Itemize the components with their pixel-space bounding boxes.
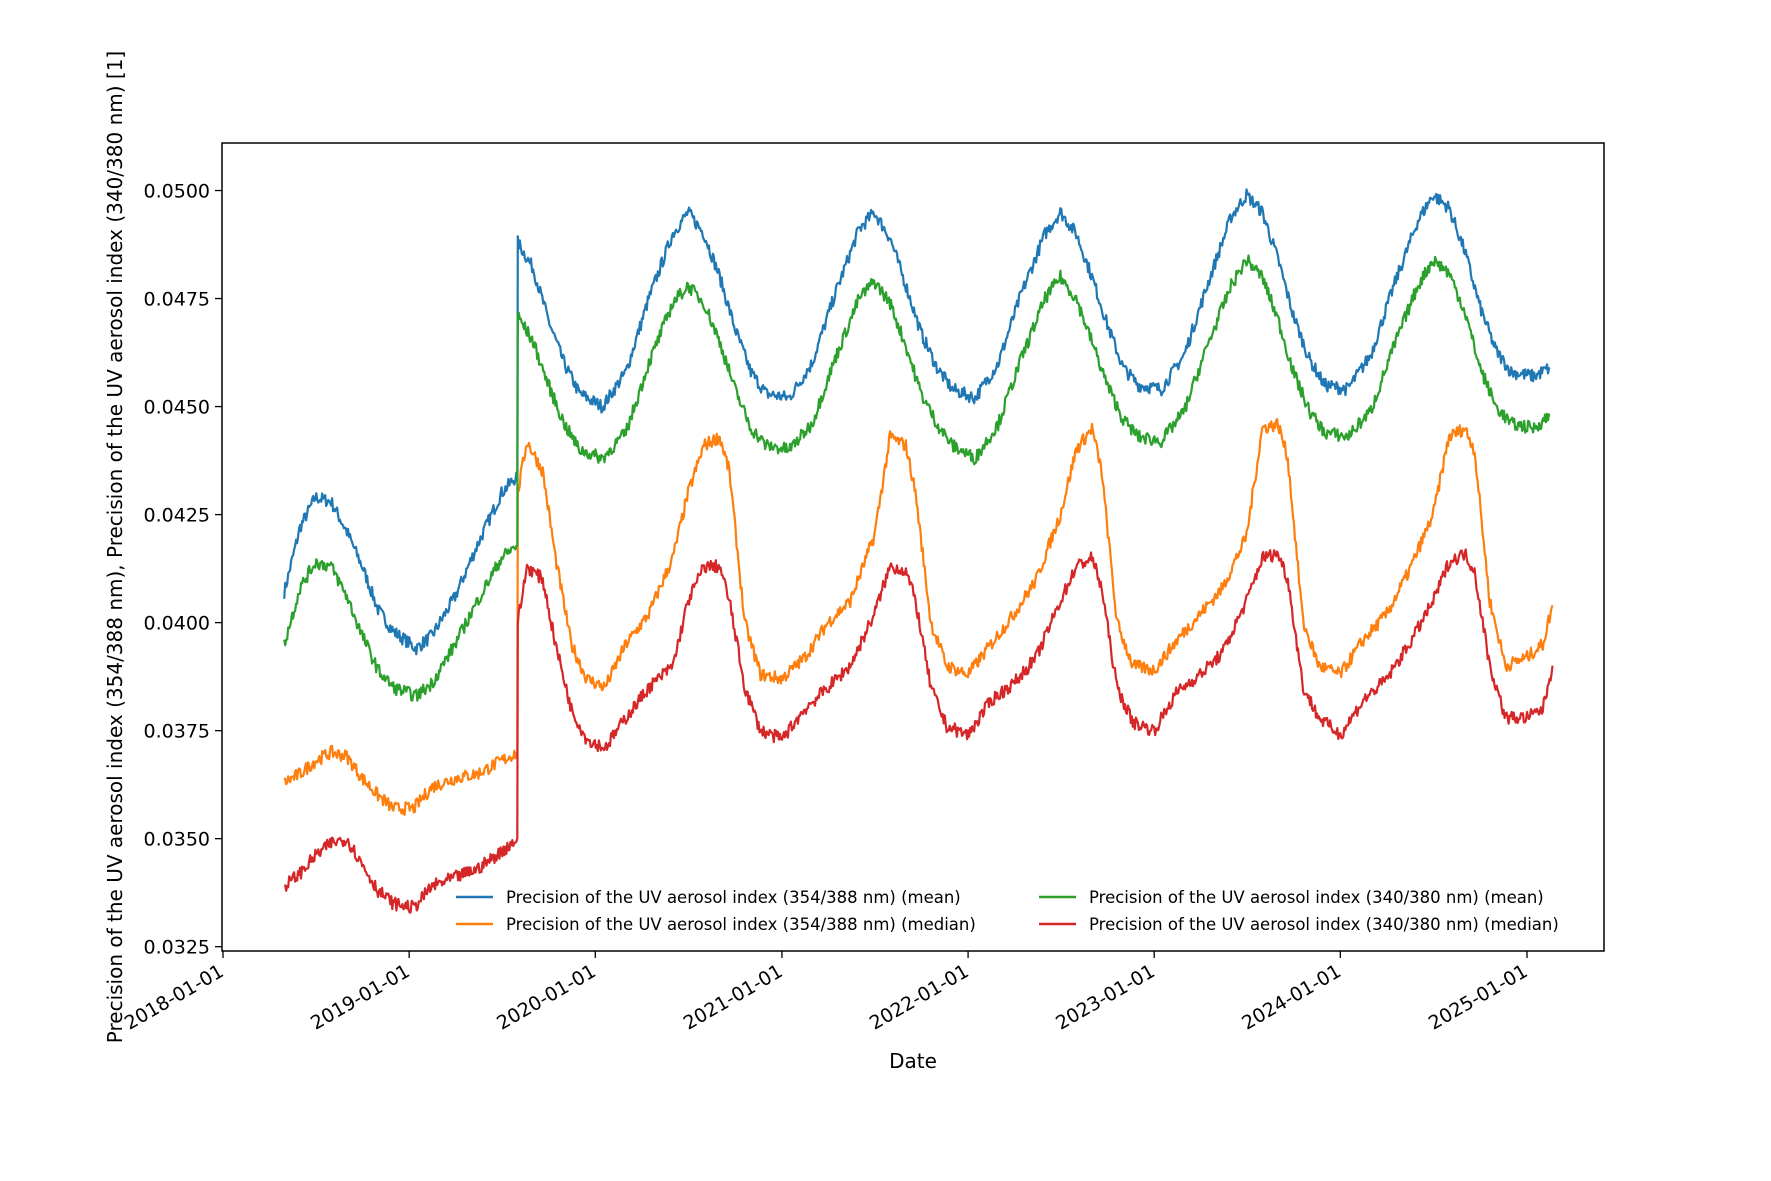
series-line-4 [284,548,1554,914]
x-tick-label: 2018-01-01 [121,960,228,1034]
y-tick-label: 0.0500 [144,181,210,203]
x-tick-label: 2025-01-01 [1425,960,1532,1034]
y-axis-label: Precision of the UV aerosol index (354/3… [103,51,127,1043]
x-axis: 2018-01-01 2019-01-01 2020-01-01 2021-01-01… [121,951,1532,1035]
legend-label: Precision of the UV aerosol index (340/3… [1089,888,1544,907]
y-tick-label: 0.0475 [144,289,210,311]
series-line-1 [283,188,1551,656]
x-tick-label: 2021-01-01 [680,960,787,1034]
x-tick-label: 2019-01-01 [307,960,414,1034]
y-tick-label: 0.0350 [144,829,210,851]
x-tick-label: 2024-01-01 [1238,960,1345,1034]
series-line-2 [283,418,1554,816]
legend-label: Precision of the UV aerosol index (354/3… [506,915,976,934]
x-tick-label: 2022-01-01 [866,960,973,1034]
y-tick-label: 0.0400 [144,613,210,635]
plot-frame [221,142,1605,952]
x-tick-label: 2023-01-01 [1052,960,1159,1034]
series-line-3 [283,254,1551,702]
y-tick-label: 0.0425 [144,505,210,527]
y-axis: 0.0325 0.0350 0.0375 0.0400 0.0425 0.0450 0.04… [144,181,222,959]
y-tick-label: 0.0450 [144,397,210,419]
x-tick-label: 2020-01-01 [493,960,600,1034]
series-layer [283,188,1554,914]
y-tick-label: 0.0325 [144,937,210,959]
y-tick-label: 0.0375 [144,721,210,743]
legend-label: Precision of the UV aerosol index (354/3… [506,888,961,907]
legend: Precision of the UV aerosol index (354/3… [456,888,1559,934]
legend-label: Precision of the UV aerosol index (340/3… [1089,915,1559,934]
x-axis-label: Date [889,1049,937,1073]
